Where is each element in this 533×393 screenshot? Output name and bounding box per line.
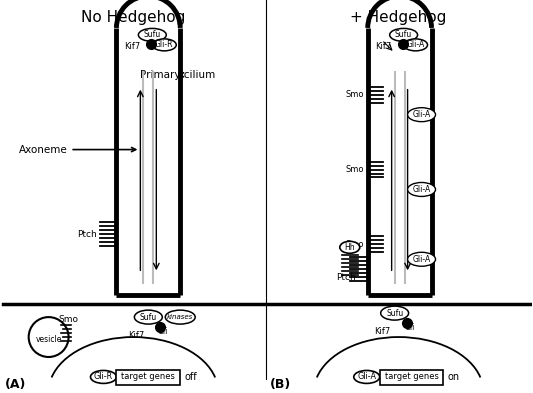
Text: Kif7: Kif7 — [128, 331, 144, 340]
Text: Gli: Gli — [405, 323, 415, 332]
Text: target genes: target genes — [122, 373, 175, 382]
Text: Gli-A: Gli-A — [413, 255, 431, 264]
Text: Ptch: Ptch — [77, 230, 96, 239]
Ellipse shape — [408, 182, 435, 196]
Text: Kif7: Kif7 — [124, 42, 141, 51]
Text: Axoneme: Axoneme — [19, 145, 136, 154]
Text: (A): (A) — [5, 378, 26, 391]
Circle shape — [29, 317, 69, 357]
Text: Primary cilium: Primary cilium — [140, 70, 215, 80]
Text: No Hedgehog: No Hedgehog — [81, 10, 185, 25]
Text: Smo: Smo — [345, 240, 364, 249]
FancyBboxPatch shape — [379, 370, 443, 385]
Text: Sufu: Sufu — [144, 30, 161, 39]
Text: Sufu: Sufu — [140, 312, 157, 321]
Ellipse shape — [165, 310, 195, 324]
Text: off: off — [184, 372, 197, 382]
Text: Gli-R: Gli-R — [155, 40, 174, 50]
FancyBboxPatch shape — [116, 370, 180, 385]
Text: vesicle: vesicle — [35, 334, 62, 343]
Ellipse shape — [403, 39, 427, 51]
Text: Smo: Smo — [59, 314, 78, 323]
Text: Sufu: Sufu — [386, 309, 403, 318]
Ellipse shape — [354, 371, 379, 384]
Text: target genes: target genes — [385, 373, 439, 382]
Text: Gli: Gli — [158, 327, 168, 336]
Ellipse shape — [91, 371, 116, 384]
Ellipse shape — [134, 310, 162, 324]
Text: Gli-A: Gli-A — [413, 110, 431, 119]
Ellipse shape — [381, 306, 409, 320]
Ellipse shape — [408, 252, 435, 266]
Text: Kif7: Kif7 — [376, 42, 392, 51]
Text: Gli-A: Gli-A — [407, 40, 425, 50]
Text: Hh: Hh — [344, 243, 355, 252]
Ellipse shape — [139, 28, 166, 41]
Text: Smo: Smo — [345, 165, 364, 174]
Ellipse shape — [390, 28, 417, 41]
Text: (B): (B) — [270, 378, 291, 391]
Text: Gli-A: Gli-A — [357, 373, 376, 382]
Ellipse shape — [340, 241, 360, 253]
Text: kinases: kinases — [167, 314, 193, 320]
Text: Smo: Smo — [345, 90, 364, 99]
Text: Gli-A: Gli-A — [413, 185, 431, 194]
Text: on: on — [448, 372, 459, 382]
Text: Ptch: Ptch — [336, 273, 356, 282]
Text: Gli-R: Gli-R — [94, 373, 113, 382]
Text: + Hedgehog: + Hedgehog — [350, 10, 447, 25]
Text: Sufu: Sufu — [395, 30, 412, 39]
Ellipse shape — [152, 39, 176, 51]
Ellipse shape — [408, 108, 435, 122]
Text: Kif7: Kif7 — [375, 327, 391, 336]
